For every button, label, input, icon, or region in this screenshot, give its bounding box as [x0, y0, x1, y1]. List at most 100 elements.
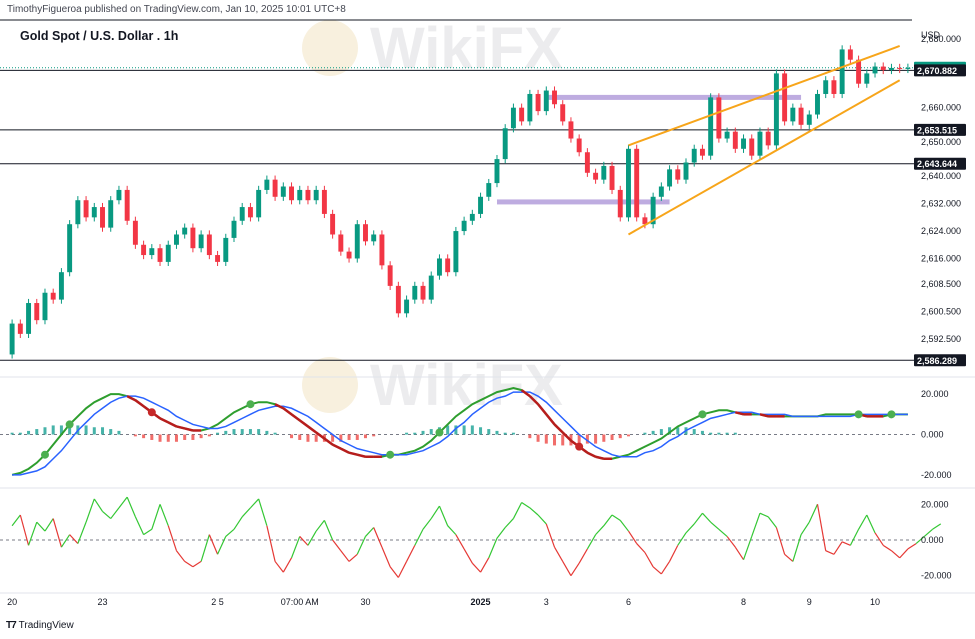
histogram-bar — [503, 432, 507, 435]
oscillator-segment — [841, 541, 851, 546]
histogram-bar — [421, 430, 425, 435]
price-label-text: 2,586.289 — [917, 356, 957, 366]
oscillator-segment — [69, 534, 79, 544]
oscillator-segment — [595, 525, 605, 536]
oscillator-segment — [677, 532, 687, 546]
candle-body — [683, 162, 689, 180]
histogram-bar — [109, 429, 113, 435]
histogram-bar — [544, 434, 548, 444]
oscillator-segment — [471, 562, 481, 573]
price-tick-label: 2,650.000 — [921, 137, 961, 147]
signal-line — [12, 391, 908, 476]
oscillator-segment — [816, 504, 827, 551]
histogram-bar — [405, 432, 409, 435]
histogram-bar — [692, 429, 696, 435]
candle-body — [75, 200, 81, 225]
candle-body — [371, 234, 377, 242]
indicator2-tick-label: -20.000 — [921, 571, 952, 581]
histogram-bar — [700, 430, 704, 435]
oscillator-segment — [562, 561, 572, 577]
oscillator-segment — [685, 523, 695, 534]
oscillator-segment — [323, 520, 334, 541]
histogram-bar — [643, 432, 647, 435]
candle-body — [354, 224, 360, 259]
histogram-bar — [651, 430, 655, 435]
oscillator-segment — [118, 496, 128, 509]
cross-marker — [887, 410, 896, 419]
candle-body — [576, 138, 582, 153]
oscillator-segment — [167, 525, 178, 551]
candle-body — [494, 159, 500, 184]
tradingview-brand: T7 TradingView — [6, 620, 74, 631]
candle-body — [658, 186, 664, 197]
price-label-text: 2,670.882 — [917, 66, 957, 76]
oscillator-segment — [874, 532, 884, 546]
histogram-bar — [454, 425, 458, 435]
indicator1-tick-label: 0.000 — [921, 430, 944, 440]
candle-body — [280, 186, 286, 197]
rising-channel — [627, 45, 901, 236]
oscillator-segment — [430, 505, 440, 519]
time-axis: 20 23 2 5 07:00 AM 30 2025 3 6 8 9 10 — [7, 597, 880, 607]
candle-body — [617, 189, 623, 218]
candle-body — [330, 213, 336, 235]
oscillator-segment — [603, 514, 613, 527]
candle-body — [321, 189, 327, 214]
candle-body — [42, 292, 48, 321]
histogram-bar — [659, 429, 663, 435]
histogram-bar — [166, 434, 170, 442]
histogram-bar — [10, 432, 14, 435]
price-label-box — [914, 157, 966, 170]
time-tick-label: 6 — [626, 597, 631, 607]
macd-bearish-segment — [290, 413, 301, 422]
candle-body — [897, 67, 903, 69]
candle-body — [593, 172, 599, 180]
histogram-bar — [290, 434, 294, 439]
wikifx-logo-icon — [302, 20, 358, 76]
candle-body — [486, 183, 492, 197]
oscillator-segment — [578, 548, 588, 564]
oscillator-segment — [241, 507, 251, 518]
candle-body — [141, 244, 147, 256]
histogram-bar — [462, 425, 466, 435]
macd-bearish-segment — [323, 437, 334, 446]
oscillator-segment — [891, 550, 901, 559]
macd-bearish-segment — [159, 417, 169, 424]
candle-body — [584, 152, 590, 173]
histogram-bar — [27, 430, 31, 435]
candle-body — [289, 186, 294, 201]
time-tick-label: 3 — [544, 597, 549, 607]
candle-body — [215, 255, 221, 262]
histogram-bar — [232, 429, 236, 435]
candle-body — [757, 131, 763, 156]
macd-bearish-segment — [545, 413, 556, 426]
zone-bar — [546, 94, 802, 100]
time-tick-label: 10 — [870, 597, 880, 607]
oscillator-segment — [759, 512, 769, 518]
candle-body — [132, 220, 138, 245]
oscillator-segment — [192, 560, 202, 568]
tradingview-logo-icon: T7 — [6, 620, 17, 631]
histogram-bar — [594, 434, 598, 444]
candle-body — [223, 237, 229, 262]
candle-body — [297, 189, 303, 201]
histogram-bar — [191, 434, 195, 440]
candle-body — [765, 131, 771, 146]
histogram-bar — [199, 434, 203, 439]
candle-body — [363, 224, 368, 242]
macd-bearish-segment — [315, 431, 326, 440]
candle-body — [773, 73, 779, 146]
wikifx-watermark-group: WikiFX WikiFX — [302, 16, 563, 418]
oscillator-segment — [52, 518, 62, 548]
oscillator-segment — [217, 536, 227, 555]
candle-body — [190, 227, 196, 249]
histogram-bar — [59, 425, 63, 435]
candle-body — [108, 200, 114, 228]
histogram-bar — [35, 429, 39, 435]
oscillator-segment — [389, 566, 399, 578]
oscillator-segment — [282, 557, 293, 573]
candle-body — [256, 189, 262, 218]
macd-bearish-segment — [759, 413, 769, 418]
oscillator-segment — [825, 550, 835, 555]
